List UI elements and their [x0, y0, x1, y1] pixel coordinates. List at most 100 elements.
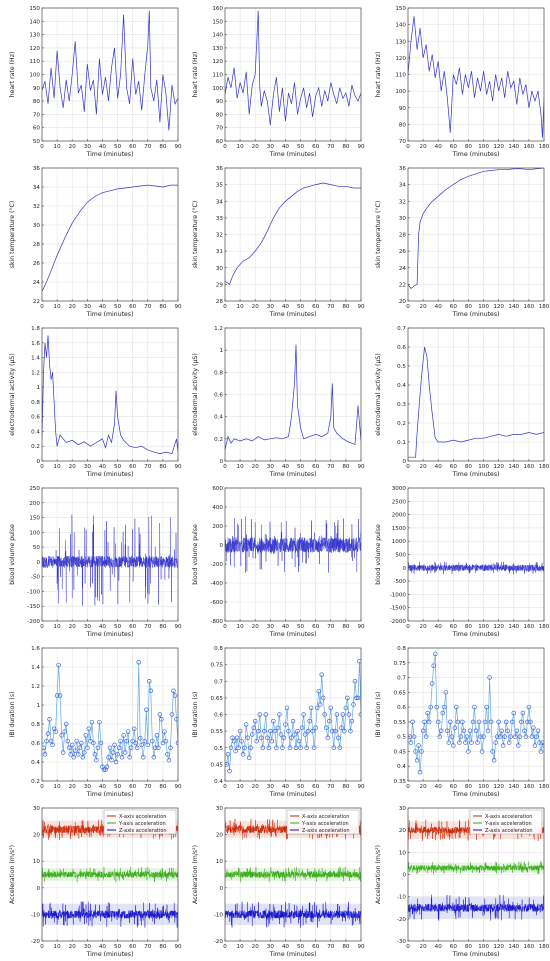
y-tick-label: 110 [395, 73, 406, 79]
plot-area [42, 168, 178, 301]
data-point [479, 749, 485, 754]
y-tick-label: 1.2 [214, 326, 223, 332]
series-line [42, 335, 178, 455]
data-point [242, 745, 247, 750]
data-point [298, 745, 303, 750]
x-axis-label: Time (minutes) [452, 951, 500, 958]
x-tick-label: 80 [159, 144, 167, 150]
y-tick-label: 30 [33, 223, 41, 229]
data-point [475, 740, 480, 745]
y-tick-label: 0.6 [214, 713, 223, 719]
x-tick-label: 20 [69, 464, 77, 470]
y-tick-label: 130 [29, 33, 40, 39]
x-tick-label: 180 [539, 944, 550, 950]
data-point [334, 712, 340, 717]
data-point [482, 719, 488, 725]
x-tick-label: 30 [267, 144, 275, 150]
data-point [311, 745, 317, 750]
y-tick-label: 26 [33, 261, 41, 267]
data-point [107, 745, 113, 750]
y-axis-label: IBI duration (s) [192, 692, 199, 738]
x-tick-label: 70 [327, 144, 335, 150]
data-point [246, 755, 252, 760]
data-point [172, 693, 178, 698]
data-point [118, 738, 123, 744]
y-tick-label: 100 [29, 73, 40, 79]
chart-r5-c2: 0 20 40 60 80 100 120 140 160 180 -30 -20 -10 0 10 20 30… [375, 806, 550, 958]
data-point [325, 735, 331, 741]
series-2 [42, 901, 178, 928]
x-tick-label: 10 [54, 624, 62, 630]
data-point [259, 735, 264, 741]
y-tick-label: 31 [216, 249, 224, 255]
data-point [320, 695, 326, 701]
data-point [147, 678, 152, 684]
x-tick-label: 30 [267, 784, 275, 790]
data-point [323, 725, 329, 731]
data-point [66, 745, 72, 750]
data-point [154, 733, 160, 738]
data-point [417, 769, 423, 775]
series-0 [408, 168, 544, 290]
y-tick-label: 30 [399, 216, 407, 222]
y-tick-label: 0.5 [397, 735, 406, 741]
x-axis-label: Time (minutes) [452, 471, 500, 478]
data-point [528, 719, 533, 725]
x-tick-label: 10 [54, 784, 62, 790]
x-axis-label: Time (minutes) [452, 151, 500, 158]
data-point [328, 705, 334, 711]
y-tick-label: 34 [33, 185, 41, 191]
data-point [249, 732, 255, 737]
data-point [296, 738, 302, 744]
y-tick-label: 1 [219, 348, 223, 354]
data-point [342, 728, 347, 734]
data-point [513, 734, 518, 739]
y-tick-label: 0.45 [211, 762, 224, 768]
x-tick-label: 10 [237, 944, 245, 950]
data-point [327, 718, 332, 724]
data-point [225, 752, 231, 757]
x-tick-label: 50 [114, 464, 122, 470]
x-tick-label: 90 [174, 624, 182, 630]
data-point [331, 745, 337, 750]
x-tick-label: 70 [144, 144, 152, 150]
y-tick-label: 0.45 [394, 749, 407, 755]
data-point [428, 704, 433, 710]
data-point [348, 728, 353, 734]
data-point [42, 745, 46, 750]
data-point [449, 734, 455, 739]
data-point [322, 712, 327, 717]
data-point [104, 764, 110, 769]
y-tick-label: 36 [33, 166, 41, 172]
x-tick-label: 30 [267, 464, 275, 470]
y-tick-label: 0.6 [31, 741, 40, 747]
plot-area [408, 328, 544, 461]
data-point [168, 745, 173, 750]
x-axis-label: Time (minutes) [269, 311, 317, 318]
data-point [340, 712, 346, 717]
x-tick-label: 160 [524, 624, 535, 630]
y-tick-label: 0 [402, 566, 406, 572]
x-tick-label: 0 [223, 944, 227, 950]
data-point [535, 728, 541, 734]
x-tick-label: 80 [465, 624, 473, 630]
x-tick-label: 100 [478, 784, 489, 790]
data-point [343, 705, 349, 711]
y-tick-label: 34 [216, 199, 224, 205]
y-tick-label: 24 [33, 280, 41, 286]
y-tick-label: 0.35 [394, 779, 407, 785]
y-tick-label: 20 [399, 828, 407, 834]
series-2 [408, 894, 544, 921]
data-point [269, 738, 275, 744]
series-line [408, 16, 544, 138]
y-axis-label: heart rate (Hz) [9, 52, 16, 98]
y-tick-label: 1 [36, 385, 40, 391]
y-axis-label: skin temperature (°C) [191, 201, 199, 269]
data-point [532, 743, 538, 748]
data-point [302, 732, 308, 737]
y-tick-label: 22 [33, 299, 40, 305]
series-line [408, 561, 544, 575]
data-point [442, 704, 447, 710]
